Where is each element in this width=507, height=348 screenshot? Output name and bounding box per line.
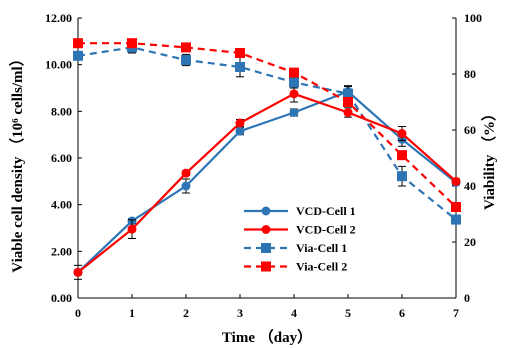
y-left-tick-label: 6.00 (51, 151, 72, 165)
data-point (397, 171, 407, 182)
data-point (181, 55, 191, 65)
series-line (78, 42, 457, 208)
y-right-tick-label: 100 (464, 11, 482, 25)
data-point (289, 67, 299, 78)
data-point (235, 126, 245, 136)
y-right-tick-label: 60 (464, 123, 476, 137)
series-line (77, 46, 457, 221)
data-point (343, 97, 353, 107)
legend-label: Via-Cell 1 (296, 241, 347, 255)
legend-label: VCD-Cell 1 (296, 204, 356, 218)
legend-swatch-marker (261, 261, 271, 272)
y-left-tick-label: 12.00 (45, 11, 72, 25)
legend-label: Via-Cell 2 (296, 260, 347, 274)
y-right-tick-label: 20 (464, 235, 476, 249)
data-point (235, 62, 245, 72)
legend-label: VCD-Cell 2 (296, 223, 356, 237)
data-point (73, 38, 83, 49)
data-point (289, 108, 299, 117)
data-point (451, 176, 461, 186)
x-tick-label: 2 (183, 306, 189, 320)
series-line (77, 90, 457, 274)
y-left-tick-label: 8.00 (51, 104, 72, 118)
data-point (73, 50, 83, 61)
y-right-tick-label: 80 (464, 67, 476, 81)
data-point (343, 88, 353, 99)
legend-swatch-marker (261, 206, 271, 216)
x-tick-label: 1 (129, 306, 135, 320)
x-axis-title: Time （day） (222, 328, 312, 346)
series-line (77, 92, 457, 274)
data-point (181, 42, 191, 53)
x-tick-label: 5 (345, 306, 351, 320)
data-point (235, 118, 245, 128)
data-point (235, 48, 245, 58)
ticks: 0.002.004.006.008.0010.0012.000204060801… (45, 11, 482, 320)
data-point (181, 168, 191, 178)
data-point (451, 202, 461, 212)
legend-swatch-marker (261, 225, 271, 234)
legend-swatch-marker (261, 243, 271, 253)
y-left-tick-label: 4.00 (51, 198, 72, 212)
y-left-tick-label: 2.00 (51, 244, 72, 258)
data-point (181, 181, 191, 191)
y-axis-title-left: Viable cell density （10⁶ cells/ml） (8, 51, 26, 272)
x-tick-label: 7 (453, 306, 459, 320)
data-point (289, 77, 299, 88)
series-layer (73, 38, 461, 280)
x-tick-label: 6 (399, 306, 405, 320)
x-tick-label: 0 (75, 306, 81, 320)
x-tick-label: 3 (237, 306, 243, 320)
x-tick-label: 4 (291, 306, 297, 320)
y-left-tick-label: 0.00 (51, 291, 72, 305)
data-point (343, 108, 353, 117)
y-axis-title-right: Viability （%） (480, 106, 498, 210)
data-point (451, 214, 461, 225)
data-point (397, 150, 407, 161)
data-point (127, 224, 137, 234)
data-point (397, 129, 407, 138)
series-via-cell-2 (73, 38, 461, 212)
y-left-tick-label: 10.00 (45, 58, 72, 72)
y-right-tick-label: 40 (464, 179, 476, 193)
data-point (289, 89, 299, 99)
data-point (127, 38, 137, 49)
legend: VCD-Cell 1 VCD-Cell 2 Via-Cell 1 Via-Cell 2 (244, 204, 356, 274)
y-right-tick-label: 0 (464, 291, 470, 305)
data-point (73, 267, 83, 277)
